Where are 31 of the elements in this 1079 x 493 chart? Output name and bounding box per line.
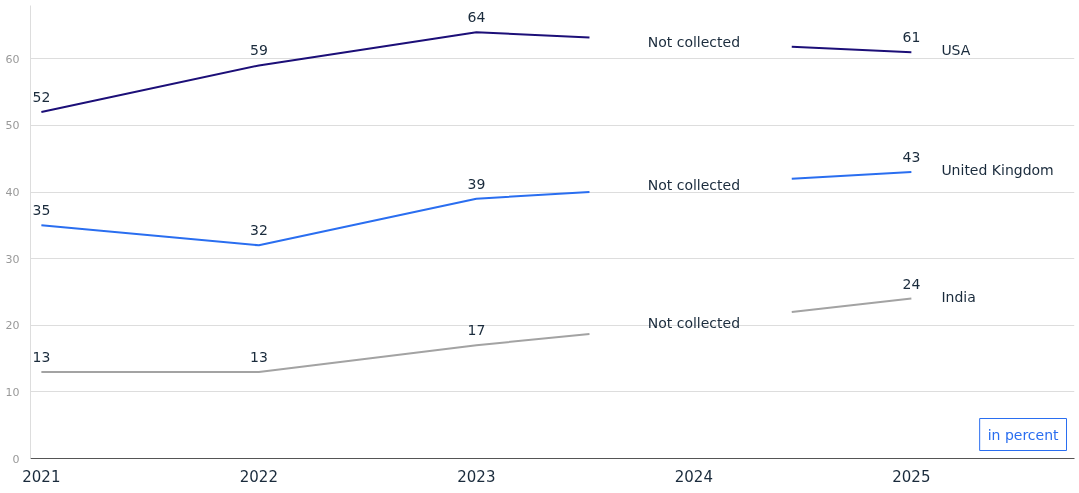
data-label: 17 [467, 322, 486, 339]
x-tick-label: 2021 [22, 467, 61, 486]
annotation: in percent [987, 426, 1060, 443]
x-tick-label: 2023 [457, 467, 496, 486]
data-label: 64 [467, 9, 486, 26]
data-label: 35 [32, 202, 51, 219]
data-label: 61 [902, 29, 921, 46]
annotation: Not collected [647, 177, 741, 194]
data-label: 43 [902, 149, 921, 166]
data-label: 13 [32, 348, 51, 365]
y-tick-label: 10 [5, 385, 20, 399]
data-label: 24 [902, 275, 921, 292]
annotation: Not collected [647, 34, 741, 51]
y-tick-label: 30 [5, 252, 20, 266]
text: India [941, 288, 976, 305]
text: United Kingdom [941, 162, 1054, 179]
y-tick-label: 50 [5, 119, 20, 133]
y-tick-label: 20 [5, 319, 20, 333]
data-label: 39 [467, 175, 486, 192]
data-label: 52 [32, 89, 51, 106]
data-label: 13 [249, 348, 268, 365]
y-tick-label: 60 [5, 52, 20, 66]
data-label: 59 [249, 42, 268, 59]
text: USA [941, 42, 971, 59]
x-tick-label: 2025 [892, 467, 931, 486]
x-tick-label: 2022 [239, 467, 278, 486]
y-tick-label: 0 [12, 452, 20, 466]
data-label: 32 [249, 222, 268, 239]
annotation: Not collected [647, 314, 741, 331]
x-tick-label: 2024 [674, 467, 713, 486]
y-tick-label: 40 [5, 186, 20, 200]
